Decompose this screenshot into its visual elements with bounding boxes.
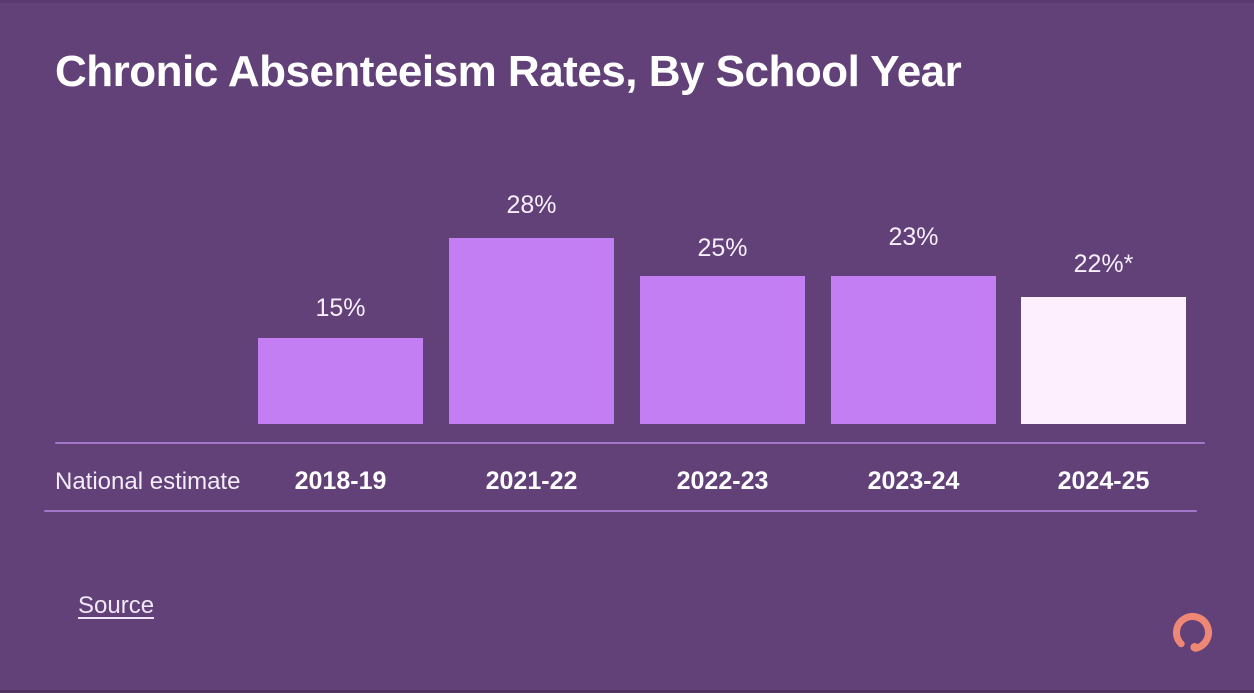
- bar-2024-25: [1021, 297, 1186, 424]
- x-axis-label-2021-22: 2021-22: [485, 467, 578, 495]
- x-axis-label-2022-23: 2022-23: [676, 467, 769, 495]
- bar-value-label: 25%: [697, 234, 748, 262]
- x-axis-label-2018-19: 2018-19: [294, 467, 387, 495]
- bar-value-label: 28%: [506, 191, 557, 219]
- row-label: National estimate: [55, 468, 241, 495]
- bar-value-label: 22%*: [1073, 250, 1134, 278]
- bar-2022-23: [640, 276, 805, 424]
- bar-value-label: 15%: [315, 294, 366, 322]
- bar-2023-24: [831, 276, 996, 424]
- axis-bottom-line: [44, 510, 1197, 512]
- bar-2021-22: [449, 238, 614, 424]
- chart-title: Chronic Absenteeism Rates, By School Yea…: [55, 47, 962, 96]
- axis-top-line: [55, 442, 1205, 444]
- open-circle-logo-icon: [1173, 613, 1212, 652]
- bar-2018-19: [258, 338, 423, 424]
- bar-value-label: 23%: [888, 223, 939, 251]
- x-axis-label-2024-25: 2024-25: [1057, 467, 1150, 495]
- x-axis-label-2023-24: 2023-24: [867, 467, 960, 495]
- source-link[interactable]: Source: [78, 592, 155, 619]
